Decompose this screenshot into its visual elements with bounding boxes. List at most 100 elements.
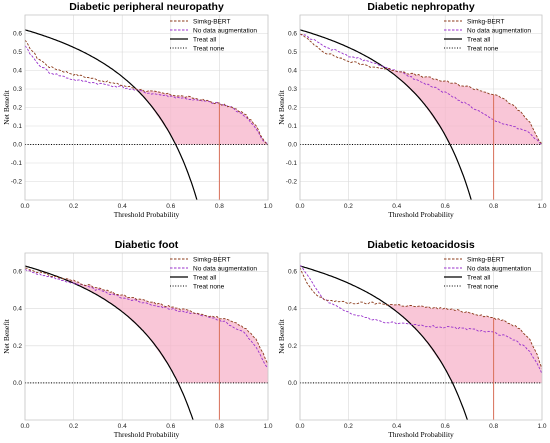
legend-label: Treat all	[193, 36, 217, 43]
x-tick-label: 0.8	[489, 203, 498, 210]
legend-label: No data augmentation	[193, 265, 257, 272]
plot-area	[25, 29, 268, 200]
y-tick-label: -0.2	[11, 179, 23, 186]
y-axis-label: Net Benefit	[2, 318, 11, 354]
y-tick-label: 0.2	[288, 343, 297, 350]
chart-title: Diabetic ketoacidosis	[367, 239, 475, 251]
y-tick-label: -0.1	[11, 160, 23, 167]
y-axis-label: Net Benefit	[277, 89, 286, 125]
legend-label: Treat none	[193, 45, 225, 52]
y-tick-label: -0.1	[286, 160, 298, 167]
simkg-bert-line	[300, 33, 542, 144]
no-augmentation-line	[25, 45, 268, 145]
x-tick-label: 0.8	[215, 423, 224, 430]
x-axis-label: Threshold Probability	[114, 210, 180, 219]
plot-area	[25, 265, 268, 420]
y-tick-label: 0.4	[13, 68, 22, 75]
chart-panel-3: 0.0 0.2 0.4 0.6 0.8 1.0 0.0 0.2 0.4 0.6 Diabetic f…	[2, 239, 273, 439]
y-tick-label: 0.4	[288, 68, 297, 75]
legend: Simkg-BERT No data augmentation Treat all T…	[444, 256, 531, 290]
axes-frame	[299, 252, 543, 421]
legend-label: Simkg-BERT	[467, 256, 504, 263]
y-tick-label: 0.6	[13, 31, 22, 38]
y-tick-label: 0.0	[13, 380, 22, 387]
x-tick-label: 0.0	[20, 423, 29, 430]
chart-title: Diabetic foot	[115, 239, 179, 251]
net-benefit-area	[300, 34, 542, 145]
y-tick-label: -0.2	[286, 179, 298, 186]
legend-label: Simkg-BERT	[193, 256, 230, 263]
x-tick-label: 0.2	[344, 423, 353, 430]
x-tick-label: 1.0	[263, 203, 272, 210]
y-tick-label: 0.0	[288, 380, 297, 387]
no-augmentation-line	[300, 33, 542, 145]
x-tick-label: 0.2	[69, 203, 78, 210]
legend: Simkg-BERT No data augmentation Treat all T…	[170, 256, 257, 290]
y-axis-label: Net Benefit	[277, 318, 286, 354]
legend-label: Treat none	[467, 283, 499, 290]
simkg-bert-line	[25, 39, 268, 146]
legend-label: Treat none	[467, 45, 499, 52]
x-tick-label: 1.0	[537, 423, 546, 430]
x-tick-label: 0.2	[344, 203, 353, 210]
legend-label: Treat all	[193, 274, 217, 281]
x-tick-label: 0.0	[20, 203, 29, 210]
x-tick-label: 0.4	[118, 423, 127, 430]
no-augmentation-line	[25, 268, 268, 369]
legend: Simkg-BERT No data augmentation Treat all T…	[170, 18, 257, 52]
treat-all-line	[300, 265, 469, 420]
chart-panel-2: 0.0 0.2 0.4 0.6 0.8 1.0 -0.2 -0.1 0.0 0.1 0.2 0.3 0.…	[277, 1, 547, 219]
y-tick-label: 0.5	[288, 49, 297, 56]
x-tick-label: 0.4	[392, 203, 401, 210]
axes-frame	[24, 14, 269, 201]
legend-label: Treat all	[467, 36, 491, 43]
treat-all-line	[25, 265, 194, 420]
x-tick-label: 0.8	[215, 203, 224, 210]
net-benefit-area	[25, 40, 268, 146]
x-axis-label: Threshold Probability	[388, 430, 454, 439]
x-tick-label: 0.6	[166, 203, 175, 210]
y-tick-label: 0.6	[13, 269, 22, 276]
y-tick-label: 0.3	[288, 86, 297, 93]
simkg-bert-line	[300, 267, 542, 369]
legend-label: No data augmentation	[467, 265, 531, 272]
x-tick-label: 0.6	[166, 423, 175, 430]
y-tick-label: 0.2	[13, 105, 22, 112]
y-tick-label: 0.1	[13, 123, 22, 130]
legend-label: No data augmentation	[467, 27, 531, 34]
plot-area	[300, 29, 542, 200]
y-tick-label: 0.4	[13, 306, 22, 313]
y-tick-label: 0.6	[288, 269, 297, 276]
legend-label: Simkg-BERT	[193, 18, 230, 25]
legend-label: Simkg-BERT	[467, 18, 504, 25]
x-tick-label: 0.6	[441, 203, 450, 210]
y-tick-label: 0.0	[13, 142, 22, 149]
x-axis-label: Threshold Probability	[114, 430, 180, 439]
legend-label: Treat none	[193, 283, 225, 290]
legend-label: Treat all	[467, 274, 491, 281]
y-tick-label: 0.6	[288, 31, 297, 38]
x-tick-label: 0.6	[441, 423, 450, 430]
x-tick-label: 0.4	[392, 423, 401, 430]
chart-title: Diabetic peripheral neuropathy	[69, 1, 224, 13]
simkg-bert-line	[25, 267, 268, 365]
x-tick-label: 0.4	[118, 203, 127, 210]
axes-frame	[24, 252, 269, 421]
chart-title: Diabetic nephropathy	[367, 1, 475, 13]
x-tick-label: 0.0	[295, 423, 304, 430]
y-tick-label: 0.2	[288, 105, 297, 112]
x-tick-label: 0.0	[295, 203, 304, 210]
x-tick-label: 1.0	[537, 203, 546, 210]
legend-label: No data augmentation	[193, 27, 257, 34]
net-benefit-area	[25, 268, 268, 383]
y-tick-label: 0.4	[288, 306, 297, 313]
legend: Simkg-BERT No data augmentation Treat all T…	[444, 18, 531, 52]
plot-area	[300, 264, 542, 420]
y-tick-label: 0.1	[288, 123, 297, 130]
y-tick-label: 0.0	[288, 142, 297, 149]
x-tick-label: 1.0	[263, 423, 272, 430]
x-tick-label: 0.8	[489, 423, 498, 430]
chart-panel-1: 0.0 0.2 0.4 0.6 0.8 1.0 -0.2 -0.1 0.0 0.1 0.2 0.3 0.…	[2, 1, 273, 219]
treat-all-line	[25, 29, 198, 200]
